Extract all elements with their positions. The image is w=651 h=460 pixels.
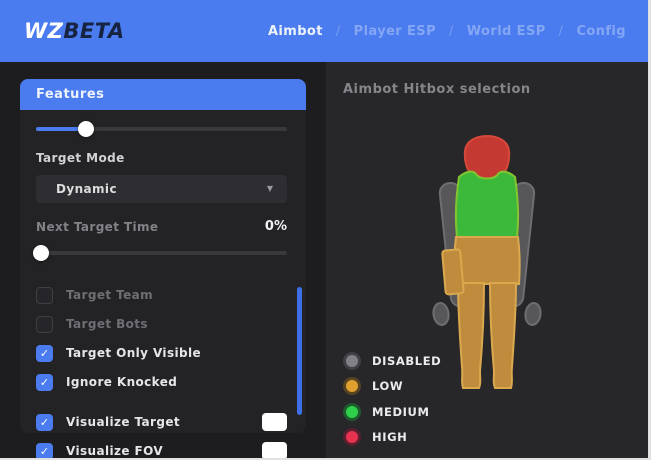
legend-row-low: LOW bbox=[343, 379, 441, 393]
slider-track[interactable] bbox=[36, 251, 287, 255]
nav-tab-config[interactable]: Config bbox=[576, 23, 626, 39]
legend-row-medium: MEDIUM bbox=[343, 404, 441, 419]
legend-row-disabled: DISABLED bbox=[343, 353, 442, 368]
hitbox-hand-left[interactable] bbox=[432, 302, 450, 326]
checkbox-row: ✓ Visualize FOV bbox=[36, 441, 287, 458]
target-mode-label: Target Mode bbox=[36, 151, 125, 165]
checkbox-row: ✓ Target Only Visible bbox=[36, 343, 287, 363]
low-level-dot-icon bbox=[346, 380, 358, 392]
checkbox-row: Target Team bbox=[36, 285, 287, 305]
target-mode-dropdown[interactable]: Dynamic ▼ bbox=[36, 175, 287, 203]
nav-separator: / bbox=[335, 23, 341, 39]
hitbox-panel-title: Aimbot Hitbox selection bbox=[343, 82, 531, 97]
features-panel: Features Target Mode Dynamic ▼ Next Targ… bbox=[20, 79, 306, 458]
hitbox-leg-right[interactable] bbox=[488, 282, 518, 389]
logo-part-wz: WZ bbox=[24, 19, 64, 43]
target-team-label: Target Team bbox=[66, 288, 154, 302]
top-nav: Aimbot / Player ESP / World ESP / Config bbox=[268, 24, 626, 39]
nav-separator: / bbox=[558, 23, 564, 39]
panel-scrollbar[interactable] bbox=[297, 287, 302, 415]
check-icon: ✓ bbox=[39, 346, 50, 360]
check-icon: ✓ bbox=[39, 375, 50, 389]
checkbox-row: ✓ Ignore Knocked bbox=[36, 372, 287, 392]
ignore-knocked-label: Ignore Knocked bbox=[66, 375, 178, 389]
checkbox-row: ✓ Visualize Target bbox=[36, 412, 287, 432]
legend-row-high: HIGH bbox=[343, 430, 441, 444]
target-team-checkbox[interactable] bbox=[36, 286, 53, 304]
slider-thumb[interactable] bbox=[33, 245, 49, 261]
checkbox-row: Target Bots bbox=[36, 314, 287, 334]
next-target-time-value: 0% bbox=[264, 219, 287, 234]
features-panel-title: Features bbox=[20, 79, 306, 110]
app-logo: WZBETA bbox=[24, 19, 125, 43]
slider-track[interactable] bbox=[36, 127, 287, 131]
medium-level-dot-icon bbox=[346, 405, 358, 418]
hitbox-legs bbox=[441, 236, 521, 389]
nav-tab-aimbot[interactable]: Aimbot bbox=[267, 23, 323, 39]
chevron-down-icon: ▼ bbox=[266, 184, 273, 193]
hitbox-legend: DISABLED LOW MEDIUM HIGH bbox=[343, 354, 441, 456]
visualize-fov-label: Visualize FOV bbox=[66, 444, 164, 458]
ignore-knocked-checkbox[interactable]: ✓ bbox=[36, 373, 53, 391]
check-icon: ✓ bbox=[39, 444, 50, 458]
hitbox-torso[interactable] bbox=[454, 170, 520, 248]
slider-fill bbox=[36, 127, 87, 131]
hitbox-holster[interactable] bbox=[441, 248, 465, 296]
next-target-time-label: Next Target Time bbox=[36, 219, 159, 234]
target-only-visible-label: Target Only Visible bbox=[66, 346, 202, 360]
visualize-fov-color-swatch[interactable] bbox=[262, 442, 287, 458]
disabled-level-dot-icon bbox=[346, 354, 358, 367]
hitbox-hand-right[interactable] bbox=[524, 302, 542, 326]
target-mode-selected: Dynamic bbox=[56, 182, 117, 196]
nav-separator: / bbox=[449, 23, 454, 39]
legend-label: LOW bbox=[372, 379, 404, 393]
slider-thumb[interactable] bbox=[78, 121, 95, 137]
visualize-fov-checkbox[interactable]: ✓ bbox=[36, 442, 53, 458]
logo-part-beta: BETA bbox=[63, 19, 125, 43]
hitbox-panel: Aimbot Hitbox selection bbox=[326, 62, 648, 458]
target-bots-checkbox[interactable] bbox=[36, 315, 53, 333]
visualize-target-color-swatch[interactable] bbox=[262, 413, 287, 431]
visualize-target-label: Visualize Target bbox=[66, 415, 181, 429]
legend-label: MEDIUM bbox=[372, 404, 430, 419]
visualize-target-checkbox[interactable]: ✓ bbox=[36, 413, 53, 431]
check-icon: ✓ bbox=[39, 415, 50, 429]
legend-label: HIGH bbox=[372, 430, 408, 444]
next-target-time-slider[interactable] bbox=[33, 245, 287, 261]
high-level-dot-icon bbox=[346, 431, 358, 443]
nav-tab-player-esp[interactable]: Player ESP bbox=[353, 23, 436, 39]
hitbox-leg-left[interactable] bbox=[456, 282, 486, 389]
hitbox-hips[interactable] bbox=[453, 236, 521, 285]
header: WZBETA Aimbot / Player ESP / World ESP /… bbox=[0, 0, 648, 62]
hitbox-character-model bbox=[432, 134, 542, 389]
target-only-visible-checkbox[interactable]: ✓ bbox=[36, 344, 53, 362]
smoothing-slider[interactable] bbox=[36, 121, 287, 137]
target-bots-label: Target Bots bbox=[66, 317, 148, 331]
legend-label: DISABLED bbox=[372, 353, 442, 368]
nav-tab-world-esp[interactable]: World ESP bbox=[466, 23, 546, 39]
